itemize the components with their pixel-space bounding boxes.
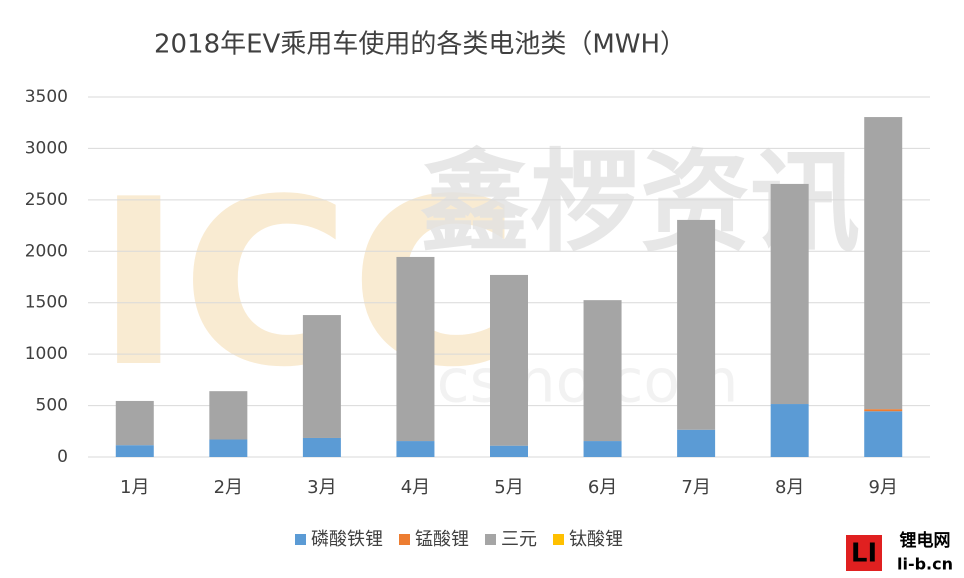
legend-swatch xyxy=(399,534,410,545)
bar-segment xyxy=(209,391,248,440)
bar-segment xyxy=(302,437,341,457)
bar-segment xyxy=(864,411,903,457)
y-tick-label: 2500 xyxy=(25,190,68,210)
bar-segment xyxy=(115,400,154,446)
bar-segment xyxy=(490,445,528,457)
bar-segment xyxy=(396,441,435,457)
legend-label: 三元 xyxy=(501,529,537,550)
y-tick-label: 2000 xyxy=(25,241,68,261)
y-tick-label: 0 xyxy=(57,447,68,467)
bar-segment xyxy=(396,256,435,442)
legend-label: 钛酸锂 xyxy=(569,529,623,550)
y-tick-label: 500 xyxy=(36,396,68,416)
bar-segment xyxy=(583,300,622,442)
bar-segment xyxy=(864,409,903,412)
y-tick-label: 1000 xyxy=(25,344,68,364)
logo-url: li-b.cn xyxy=(897,555,953,574)
bar-segment xyxy=(677,219,716,430)
legend-swatch xyxy=(295,534,306,545)
x-tick-label: 4月 xyxy=(401,477,430,498)
bar-segment xyxy=(583,441,622,457)
logo-name: 锂电网 xyxy=(900,530,951,551)
chart-title: 2018年EV乘用车使用的各类电池类（MWH） xyxy=(154,30,686,60)
x-tick-label: 8月 xyxy=(775,477,804,498)
bar-segment xyxy=(864,117,903,410)
bar-segment xyxy=(490,274,528,446)
x-tick-label: 7月 xyxy=(681,477,710,498)
x-tick-label: 5月 xyxy=(494,477,523,498)
bar-segment xyxy=(302,315,341,438)
x-tick-label: 1月 xyxy=(120,477,149,498)
y-tick-label: 3000 xyxy=(25,138,68,158)
x-tick-label: 3月 xyxy=(307,477,336,498)
x-tick-label: 2月 xyxy=(214,477,243,498)
legend-label: 磷酸铁锂 xyxy=(311,529,383,550)
bar-segment xyxy=(209,439,248,457)
y-tick-label: 1500 xyxy=(25,293,68,313)
bar-segment xyxy=(677,429,716,457)
logo-box xyxy=(846,535,882,571)
x-tick-label: 6月 xyxy=(588,477,617,498)
legend-swatch xyxy=(485,534,496,545)
legend-label: 锰酸锂 xyxy=(415,529,469,550)
bar-segment xyxy=(115,445,154,457)
bar-segment xyxy=(770,183,809,405)
y-tick-label: 3500 xyxy=(25,87,68,107)
logo-mark: LI xyxy=(851,539,877,569)
x-tick-label: 9月 xyxy=(868,477,897,498)
legend-swatch xyxy=(553,534,564,545)
bar-segment xyxy=(770,404,809,457)
